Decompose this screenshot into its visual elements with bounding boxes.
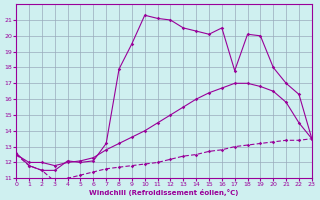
X-axis label: Windchill (Refroidissement éolien,°C): Windchill (Refroidissement éolien,°C): [89, 189, 239, 196]
